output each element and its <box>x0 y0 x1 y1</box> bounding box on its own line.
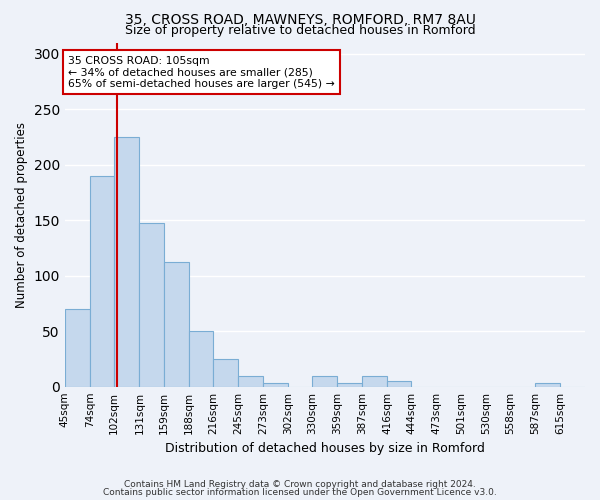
Bar <box>213 359 238 386</box>
Bar <box>337 384 362 386</box>
Bar <box>164 262 189 386</box>
Bar <box>362 376 387 386</box>
Bar <box>313 376 337 386</box>
Y-axis label: Number of detached properties: Number of detached properties <box>15 122 28 308</box>
X-axis label: Distribution of detached houses by size in Romford: Distribution of detached houses by size … <box>165 442 485 455</box>
Bar <box>263 384 288 386</box>
Bar <box>90 176 114 386</box>
Bar <box>139 224 164 386</box>
Bar <box>114 137 139 386</box>
Bar <box>387 381 412 386</box>
Text: Contains public sector information licensed under the Open Government Licence v3: Contains public sector information licen… <box>103 488 497 497</box>
Bar <box>65 309 90 386</box>
Text: Size of property relative to detached houses in Romford: Size of property relative to detached ho… <box>125 24 475 37</box>
Bar <box>189 331 213 386</box>
Text: 35 CROSS ROAD: 105sqm
← 34% of detached houses are smaller (285)
65% of semi-det: 35 CROSS ROAD: 105sqm ← 34% of detached … <box>68 56 335 89</box>
Text: Contains HM Land Registry data © Crown copyright and database right 2024.: Contains HM Land Registry data © Crown c… <box>124 480 476 489</box>
Bar <box>238 376 263 386</box>
Bar <box>535 384 560 386</box>
Text: 35, CROSS ROAD, MAWNEYS, ROMFORD, RM7 8AU: 35, CROSS ROAD, MAWNEYS, ROMFORD, RM7 8A… <box>125 12 475 26</box>
